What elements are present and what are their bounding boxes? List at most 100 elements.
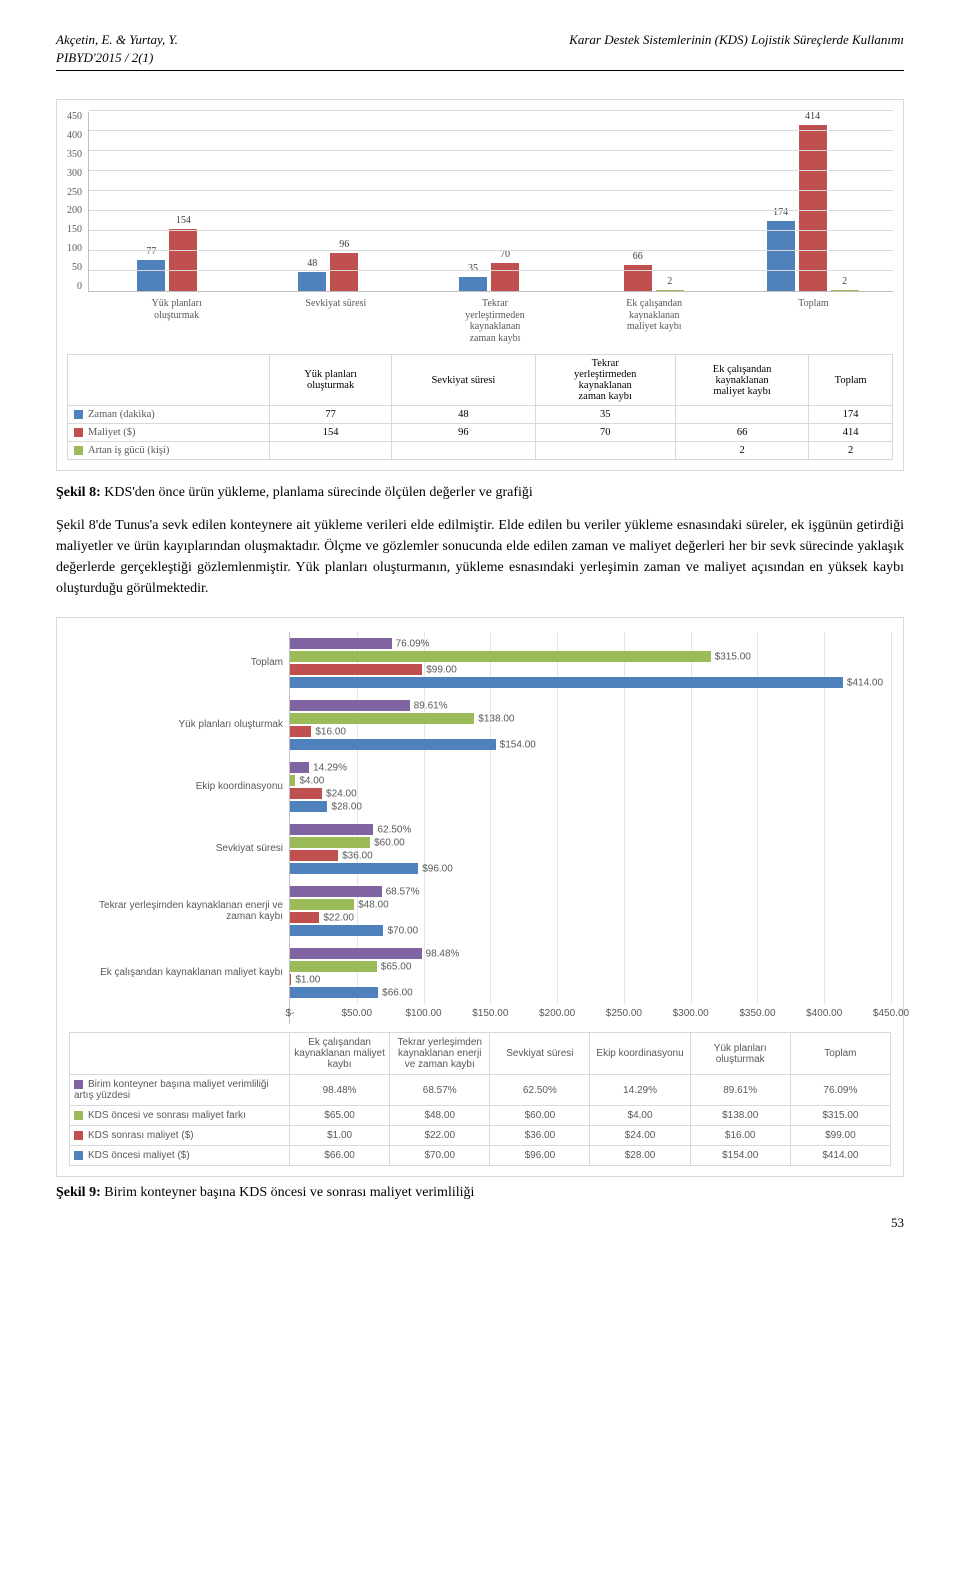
chart2-bar: $16.00 <box>290 726 311 737</box>
chart2-bar: $96.00 <box>290 863 418 874</box>
chart1-data-table: Yük planlarıoluşturmakSevkiyat süresiTek… <box>67 354 893 460</box>
chart1-plot: 77154489635706621744142 <box>88 112 893 292</box>
chart2-table-colhead: Tekrar yerleşimden kaynaklanan enerji ve… <box>390 1033 490 1075</box>
chart2-xtick: $150.00 <box>472 1008 508 1019</box>
chart2-bar-label: 62.50% <box>373 824 411 835</box>
chart2-table-cell: $96.00 <box>490 1146 590 1166</box>
chart1-bar-label: 414 <box>805 111 820 122</box>
chart1-table-cell: 70 <box>535 424 675 442</box>
chart2-row: 76.09%$315.00$99.00$414.00 <box>290 632 891 694</box>
chart2-xtick: $200.00 <box>539 1008 575 1019</box>
chart2-bar-label: $70.00 <box>383 925 418 936</box>
figure-9-caption: Şekil 9: Birim konteyner başına KDS önce… <box>56 1185 904 1201</box>
chart1-ytick: 450 <box>67 112 82 122</box>
chart2-table-cell: $4.00 <box>590 1106 690 1126</box>
chart2-table-cell: $138.00 <box>690 1106 790 1126</box>
legend-swatch <box>74 1151 83 1160</box>
chart2-bar: $4.00 <box>290 775 295 786</box>
chart2-bar: $36.00 <box>290 850 338 861</box>
chart2-table-colhead: Toplam <box>790 1033 890 1075</box>
chart1-table-cell: 48 <box>392 406 535 424</box>
chart2-bar: $24.00 <box>290 788 322 799</box>
chart2-ylabels: ToplamYük planları oluşturmakEkip koordi… <box>69 632 289 1024</box>
chart2-table-cell: $28.00 <box>590 1146 690 1166</box>
chart1-bar-label: 2 <box>842 276 847 287</box>
chart2-table-rowhead: KDS öncesi maliyet ($) <box>70 1146 290 1166</box>
chart1-bar-label: 96 <box>339 239 349 250</box>
chart2-bar-label: $414.00 <box>843 677 883 688</box>
chart2-row: 14.29% $4.00 $24.00 $28.00 <box>290 756 891 818</box>
figure-8-caption: Şekil 8: KDS'den önce ürün yükleme, plan… <box>56 485 904 501</box>
chart1-bar: 77 <box>137 260 165 291</box>
chart2-bar-label: $24.00 <box>322 788 357 799</box>
chart1-table-cell: 2 <box>809 442 893 460</box>
chart2-bar: $414.00 <box>290 677 843 688</box>
chart1-ytick: 250 <box>67 188 82 198</box>
chart2-bar-label: $36.00 <box>338 850 373 861</box>
chart2-bar-label: $66.00 <box>378 987 413 998</box>
page: Akçetin, E. & Yurtay, Y. Karar Destek Si… <box>0 0 960 1263</box>
chart2-bar: $66.00 <box>290 987 378 998</box>
chart2-xtick: $- <box>286 1008 295 1019</box>
chart1-bar-label: 48 <box>307 258 317 269</box>
header-title: Karar Destek Sistemlerinin (KDS) Lojisti… <box>569 32 904 48</box>
chart1-bar-label: 66 <box>633 251 643 262</box>
chart1-xlabels: Yük planlarıoluşturmakSevkiyat süresiTek… <box>97 298 893 344</box>
chart2-bar-label: $60.00 <box>370 837 405 848</box>
chart2-bar-label: $16.00 <box>311 726 346 737</box>
chart1-table-cell: 35 <box>535 406 675 424</box>
chart1-bar-label: 77 <box>146 246 156 257</box>
chart2-bar-label: $48.00 <box>354 899 389 910</box>
body-paragraph: Şekil 8'de Tunus'a sevk edilen konteyner… <box>56 515 904 599</box>
chart1-xlabel: Toplam <box>734 298 893 344</box>
chart2-table-colhead: Ekip koordinasyonu <box>590 1033 690 1075</box>
chart2-table-cell: 76.09% <box>790 1075 890 1106</box>
chart1-table-colhead: Ek çalışandankaynaklananmaliyet kaybı <box>675 355 808 406</box>
chart1-group: 4896 <box>250 112 411 291</box>
chart2-table-cell: $48.00 <box>390 1106 490 1126</box>
chart1-ytick: 350 <box>67 150 82 160</box>
chart2-rows: 76.09%$315.00$99.00$414.0089.61%$138.00$… <box>290 632 891 1004</box>
chart2-bar: $65.00 <box>290 961 377 972</box>
legend-swatch <box>74 428 83 437</box>
chart2-table-cell: $16.00 <box>690 1126 790 1146</box>
chart2-xtick: $350.00 <box>739 1008 775 1019</box>
chart1-table-cell: 154 <box>269 424 392 442</box>
chart1-bar: 48 <box>298 272 326 291</box>
chart1-table-cell <box>392 442 535 460</box>
chart2-bar-label: 76.09% <box>392 638 430 649</box>
chart2-bar: 14.29% <box>290 762 309 773</box>
chart2-xtick: $400.00 <box>806 1008 842 1019</box>
chart2-bar: $48.00 <box>290 899 354 910</box>
chart2-bar-label: $28.00 <box>327 801 362 812</box>
chart2-bar: $138.00 <box>290 713 474 724</box>
chart1-bar: 35 <box>459 277 487 291</box>
chart1-table-rowhead: Maliyet ($) <box>68 424 270 442</box>
chart1-bar: 2 <box>831 290 859 291</box>
chart1-table-cell <box>675 406 808 424</box>
chart2-table-colhead: Ek çalışandan kaynaklanan maliyet kaybı <box>290 1033 390 1075</box>
chart1-bar: 96 <box>330 253 358 291</box>
chart2-bar: 76.09% <box>290 638 392 649</box>
chart2-table-rowhead: KDS öncesi ve sonrası maliyet farkı <box>70 1106 290 1126</box>
chart2-table-cell: $60.00 <box>490 1106 590 1126</box>
chart1-table-rowhead: Artan iş gücü (kişi) <box>68 442 270 460</box>
chart2-ylabel: Yük planları oluşturmak <box>69 694 283 756</box>
chart1-yticks: 050100150200250300350400450 <box>67 112 88 292</box>
chart1-table-cell: 77 <box>269 406 392 424</box>
chart1-table-cell <box>535 442 675 460</box>
chart2-ylabel: Tekrar yerleşimden kaynaklanan enerji ve… <box>69 880 283 942</box>
chart2-table-cell: 62.50% <box>490 1075 590 1106</box>
chart2-container: Toplam Yük planları oluşturmak Ekip koordi… <box>56 617 904 1177</box>
chart2-bar: $60.00 <box>290 837 370 848</box>
chart1-table-colhead: Toplam <box>809 355 893 406</box>
chart1-ytick: 400 <box>67 131 82 141</box>
running-header: Akçetin, E. & Yurtay, Y. Karar Destek Si… <box>56 32 904 48</box>
chart2-table-cell: $99.00 <box>790 1126 890 1146</box>
legend-swatch <box>74 446 83 455</box>
chart2-ylabel: Sevkiyat süresi <box>69 818 283 880</box>
chart2-table-cell: $22.00 <box>390 1126 490 1146</box>
chart1-table-cell: 174 <box>809 406 893 424</box>
chart1-bar: 66 <box>624 265 652 291</box>
chart1-table-cell: 96 <box>392 424 535 442</box>
